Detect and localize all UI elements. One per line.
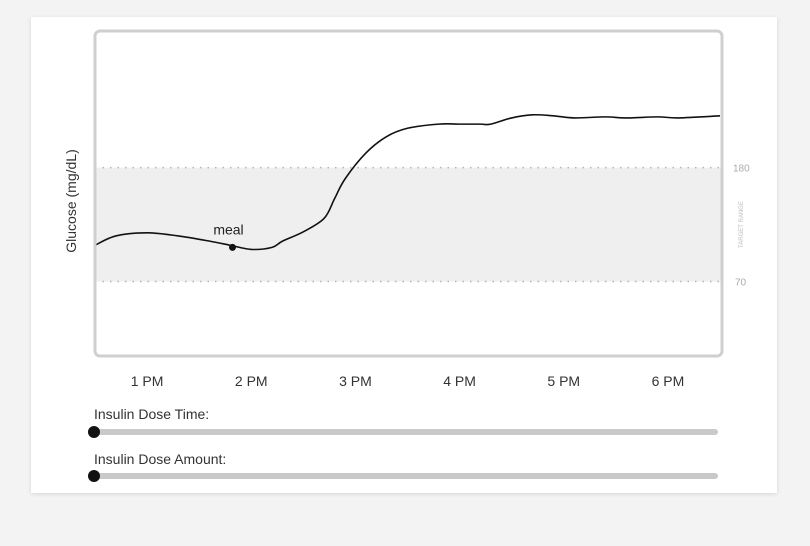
x-tick-label: 6 PM bbox=[652, 373, 685, 389]
dose-time-slider[interactable] bbox=[88, 426, 718, 438]
meal-marker bbox=[229, 243, 236, 251]
dose-time-label: Insulin Dose Time: bbox=[94, 406, 210, 422]
dose-amount-slider[interactable] bbox=[88, 470, 718, 482]
target-range-label: TARGET RANGE bbox=[739, 201, 745, 248]
meal-annotation: meal bbox=[213, 221, 243, 237]
dose-amount-label: Insulin Dose Amount: bbox=[94, 451, 227, 467]
x-tick-label: 4 PM bbox=[443, 373, 476, 389]
y-axis-label: Glucose (mg/dL) bbox=[63, 149, 79, 252]
x-tick-label: 2 PM bbox=[235, 373, 268, 389]
glucose-series-line bbox=[94, 113, 721, 251]
dose-time-thumb[interactable] bbox=[88, 426, 100, 438]
x-tick-label: 1 PM bbox=[131, 373, 164, 389]
x-tick-label: 5 PM bbox=[547, 373, 580, 389]
plot-frame bbox=[93, 29, 724, 358]
target-low-label: 70 bbox=[735, 278, 747, 289]
dose-amount-thumb[interactable] bbox=[88, 470, 100, 482]
target-high-label: 180 bbox=[733, 164, 750, 175]
x-tick-label: 3 PM bbox=[339, 373, 372, 389]
target-range-band bbox=[95, 167, 722, 282]
